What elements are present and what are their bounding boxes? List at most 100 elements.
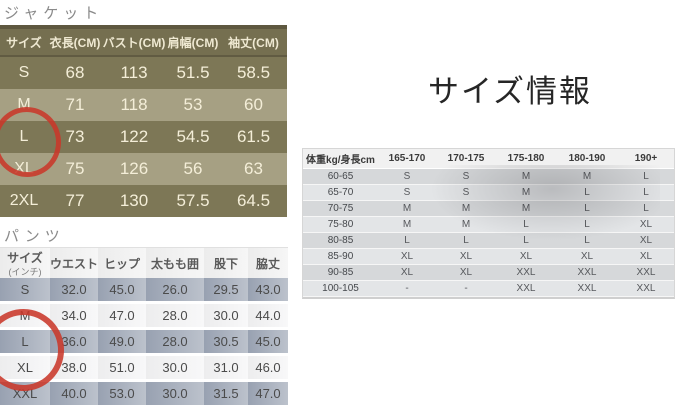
sizeinfo-row-label: 90-85 <box>303 265 378 281</box>
jacket-table-header-row: サイズ 衣長(CM) バスト(CM) 肩幅(CM) 袖丈(CM) <box>0 29 287 57</box>
pants-cell: 29.5 <box>204 278 248 304</box>
jacket-row-l: L 73 122 54.5 61.5 <box>0 121 287 153</box>
jacket-cell: 130 <box>102 185 166 217</box>
weight-height-size-table: 体重kg/身長cm 165-170 170-175 175-180 180-19… <box>302 148 675 299</box>
jacket-cell: L <box>0 121 48 153</box>
pants-cell: 45.0 <box>98 278 146 304</box>
sizeinfo-cell: M <box>496 201 556 217</box>
pants-cell: 31.0 <box>204 356 248 382</box>
jacket-row-s: S 68 113 51.5 58.5 <box>0 57 287 89</box>
sizeinfo-col-180-190: 180-190 <box>556 149 618 169</box>
pants-cell: 30.5 <box>204 330 248 356</box>
sizeinfo-cell: L <box>496 233 556 249</box>
pants-cell: L <box>0 330 50 356</box>
jacket-cell: 77 <box>48 185 102 217</box>
pants-cell: 34.0 <box>50 304 98 330</box>
sizeinfo-cell: - <box>378 281 436 297</box>
pants-row-s: S 32.0 45.0 26.0 29.5 43.0 <box>0 278 288 304</box>
sizeinfo-cell: L <box>556 201 618 217</box>
sizeinfo-row-90-85: 90-85 XL XL XXL XXL XXL <box>303 265 674 281</box>
pants-cell: 45.0 <box>248 330 288 356</box>
jacket-cell: XL <box>0 153 48 185</box>
pants-cell: 44.0 <box>248 304 288 330</box>
sizeinfo-cell: M <box>436 201 496 217</box>
jacket-cell: M <box>0 89 48 121</box>
pants-section-title: パンツ <box>4 229 65 245</box>
sizeinfo-cell: XL <box>618 217 674 233</box>
sizeinfo-cell: S <box>436 185 496 201</box>
sizeinfo-row-65-70: 65-70 S S M L L <box>303 185 674 201</box>
jacket-cell: 63 <box>220 153 287 185</box>
sizeinfo-corner-header: 体重kg/身長cm <box>303 149 378 169</box>
pants-cell: 30.0 <box>146 356 204 382</box>
jacket-cell: 113 <box>102 57 166 89</box>
jacket-cell: 64.5 <box>220 185 287 217</box>
sizeinfo-cell: XL <box>436 249 496 265</box>
pants-col-size-label: サイズ <box>7 250 43 265</box>
sizeinfo-cell: XL <box>378 265 436 281</box>
sizeinfo-cell: XXL <box>496 281 556 297</box>
sizeinfo-cell: L <box>378 233 436 249</box>
pants-row-xxl: XXL 40.0 53.0 30.0 31.5 47.0 <box>0 382 288 408</box>
pants-cell: 32.0 <box>50 278 98 304</box>
sizeinfo-row-label: 75-80 <box>303 217 378 233</box>
pants-row-m: M 34.0 47.0 28.0 30.0 44.0 <box>0 304 288 330</box>
sizeinfo-row-label: 65-70 <box>303 185 378 201</box>
pants-cell: XXL <box>0 382 50 408</box>
pants-cell: 46.0 <box>248 356 288 382</box>
jacket-cell: 60 <box>220 89 287 121</box>
sizeinfo-row-75-80: 75-80 M M L L XL <box>303 217 674 233</box>
sizeinfo-cell: XXL <box>496 265 556 281</box>
jacket-cell: 126 <box>102 153 166 185</box>
pants-cell: 51.0 <box>98 356 146 382</box>
sizeinfo-cell: XXL <box>618 265 674 281</box>
sizeinfo-row-label: 70-75 <box>303 201 378 217</box>
jacket-cell: 118 <box>102 89 166 121</box>
pants-cell: 28.0 <box>146 304 204 330</box>
sizeinfo-cell: XL <box>618 249 674 265</box>
pants-col-inseam: 股下 <box>204 248 248 278</box>
sizeinfo-row-80-85: 80-85 L L L L XL <box>303 233 674 249</box>
jacket-cell: 68 <box>48 57 102 89</box>
pants-cell: 47.0 <box>248 382 288 408</box>
sizeinfo-col-175-180: 175-180 <box>496 149 556 169</box>
sizeinfo-cell: XL <box>618 233 674 249</box>
sizeinfo-cell: S <box>436 169 496 185</box>
jacket-row-2xl: 2XL 77 130 57.5 64.5 <box>0 185 287 217</box>
sizeinfo-cell: XL <box>436 265 496 281</box>
jacket-cell: 2XL <box>0 185 48 217</box>
pants-col-size: サイズ (インチ) <box>0 248 50 278</box>
sizeinfo-cell: XL <box>556 249 618 265</box>
sizeinfo-col-190plus: 190+ <box>618 149 674 169</box>
jacket-size-table: サイズ 衣長(CM) バスト(CM) 肩幅(CM) 袖丈(CM) S 68 11… <box>0 25 287 217</box>
jacket-cell: 71 <box>48 89 102 121</box>
sizeinfo-cell: L <box>436 233 496 249</box>
pants-cell: M <box>0 304 50 330</box>
pants-cell: 26.0 <box>146 278 204 304</box>
pants-row-xl: XL 38.0 51.0 30.0 31.0 46.0 <box>0 356 288 382</box>
sizeinfo-col-165-170: 165-170 <box>378 149 436 169</box>
pants-cell: 28.0 <box>146 330 204 356</box>
pants-cell: 31.5 <box>204 382 248 408</box>
pants-table-header-row: サイズ (インチ) ウエスト ヒップ 太もも囲 股下 脇丈 <box>0 248 288 278</box>
jacket-cell: S <box>0 57 48 89</box>
sizeinfo-cell: M <box>378 201 436 217</box>
jacket-row-m: M 71 118 53 60 <box>0 89 287 121</box>
jacket-cell: 122 <box>102 121 166 153</box>
jacket-cell: 75 <box>48 153 102 185</box>
sizeinfo-row-85-90: 85-90 XL XL XL XL XL <box>303 249 674 265</box>
sizeinfo-cell: S <box>378 169 436 185</box>
pants-cell: 38.0 <box>50 356 98 382</box>
pants-col-hip: ヒップ <box>98 248 146 278</box>
pants-cell: 40.0 <box>50 382 98 408</box>
sizeinfo-row-label: 80-85 <box>303 233 378 249</box>
pants-row-l: L 36.0 49.0 28.0 30.5 45.0 <box>0 330 288 356</box>
sizeinfo-row-label: 60-65 <box>303 169 378 185</box>
pants-cell: S <box>0 278 50 304</box>
pants-col-size-unit: (インチ) <box>8 266 42 277</box>
sizeinfo-header-row: 体重kg/身長cm 165-170 170-175 175-180 180-19… <box>303 149 674 169</box>
pants-cell: XL <box>0 356 50 382</box>
sizeinfo-cell: L <box>556 185 618 201</box>
jacket-col-body-length: 衣長(CM) <box>48 29 102 57</box>
jacket-col-size: サイズ <box>0 29 48 57</box>
